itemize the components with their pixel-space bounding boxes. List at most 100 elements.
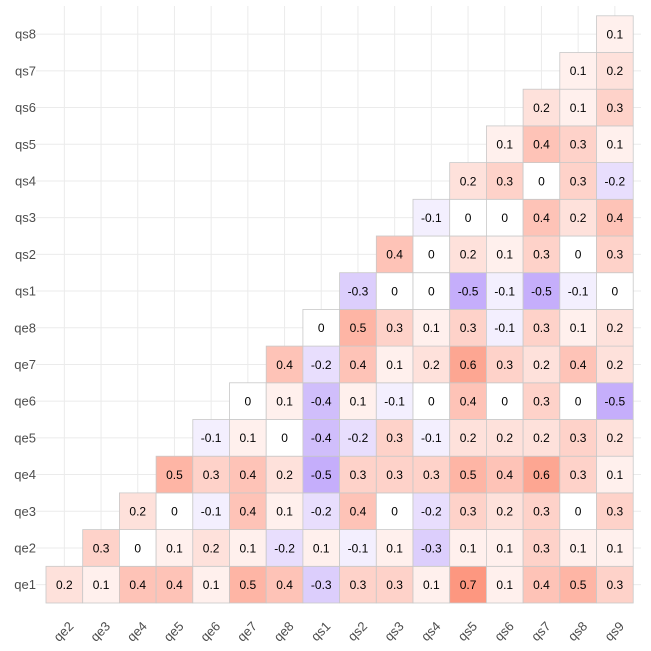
cell-value-label-qs2-qs9: 0.3 bbox=[607, 248, 624, 262]
heatmap-cell-qe3-qe7 bbox=[229, 492, 267, 530]
cell-value-label-qe1-qs4: 0.1 bbox=[423, 578, 440, 592]
heatmap-cell-qe5-qs7 bbox=[522, 419, 561, 457]
heatmap-cell-qe7-qs8 bbox=[559, 345, 597, 384]
heatmap-cell-qs6-qs7 bbox=[522, 88, 561, 127]
cell-value-label-qe1-qe2: 0.2 bbox=[56, 578, 73, 592]
heatmap-cell-qe3-qe6 bbox=[192, 492, 230, 530]
heatmap-cell-qs5-qs8 bbox=[559, 125, 597, 164]
heatmap-cell-qe1-qs8 bbox=[559, 565, 597, 604]
cell-value-label-qs1-qs3: 0 bbox=[391, 284, 398, 298]
cell-value-label-qe4-qe5: 0.5 bbox=[166, 468, 183, 482]
cell-value-label-qe6-qe8: 0.1 bbox=[276, 394, 293, 408]
cell-value-label-qe3-qs4: -0.2 bbox=[421, 505, 442, 519]
cell-value-label-qs6-qs7: 0.2 bbox=[533, 101, 550, 115]
y-tick-label-qe1: qe1 bbox=[14, 577, 36, 592]
cell-value-label-qe3-qs9: 0.3 bbox=[607, 505, 624, 519]
heatmap-cell-qe4-qs3 bbox=[375, 455, 414, 494]
cell-value-label-qe2-qe6: 0.2 bbox=[203, 541, 220, 555]
x-tick-label-qe6: qe6 bbox=[197, 619, 223, 645]
heatmap-cell-qe4-qe7 bbox=[229, 455, 267, 494]
heatmap-cell-qs2-qs7 bbox=[522, 235, 561, 274]
cell-value-label-qe4-qs2: 0.3 bbox=[350, 468, 367, 482]
cell-value-label-qs5-qs8: 0.3 bbox=[570, 138, 587, 152]
cell-value-label-qs3-qs6: 0 bbox=[501, 211, 508, 225]
heatmap-cell-qe1-qe5 bbox=[155, 565, 194, 604]
cell-value-label-qs8-qs9: 0.1 bbox=[607, 27, 624, 41]
cell-value-label-qs4-qs8: 0.3 bbox=[570, 174, 587, 188]
cell-value-label-qe5-qe6: -0.1 bbox=[201, 431, 222, 445]
cell-value-label-qe5-qe7: 0.1 bbox=[240, 431, 257, 445]
heatmap-cell-qe2-qe6 bbox=[192, 529, 230, 567]
cell-value-label-qs1-qs5: -0.5 bbox=[458, 284, 479, 298]
heatmap-cell-qe3-qs3 bbox=[375, 492, 414, 530]
cell-value-label-qe6-qs4: 0 bbox=[428, 394, 435, 408]
cell-value-label-qs5-qs6: 0.1 bbox=[496, 138, 513, 152]
cell-value-label-qs5-qs9: 0.1 bbox=[607, 138, 624, 152]
cell-value-label-qe5-qs4: -0.1 bbox=[421, 431, 442, 445]
cell-value-label-qe1-qs6: 0.1 bbox=[496, 578, 513, 592]
cell-value-label-qe3-qs2: 0.4 bbox=[350, 505, 367, 519]
cell-value-label-qe4-qs6: 0.4 bbox=[496, 468, 513, 482]
cell-value-label-qs7-qs8: 0.1 bbox=[570, 64, 587, 78]
heatmap-cell-qe2-qs1 bbox=[302, 529, 340, 567]
heatmap-cell-qs1-qs8 bbox=[559, 272, 597, 310]
cell-value-label-qs2-qs6: 0.1 bbox=[496, 248, 513, 262]
heatmap-cell-qe1-qe3 bbox=[82, 565, 120, 604]
cell-value-label-qe1-qs7: 0.4 bbox=[533, 578, 550, 592]
heatmap-cell-qe2-qs9 bbox=[596, 529, 634, 567]
heatmap-cell-qe2-qs7 bbox=[522, 529, 561, 567]
y-tick-label-qs2: qs2 bbox=[15, 247, 36, 262]
cell-value-label-qe1-qs1: -0.3 bbox=[311, 578, 332, 592]
cell-value-label-qe4-qe8: 0.2 bbox=[276, 468, 293, 482]
cell-value-label-qe2-qs4: -0.3 bbox=[421, 541, 442, 555]
heatmap-cell-qe6-qs9 bbox=[596, 382, 634, 420]
cell-value-label-qe6-qs6: 0 bbox=[501, 394, 508, 408]
cell-value-label-qe7-qs5: 0.6 bbox=[460, 358, 477, 372]
heatmap-cell-qe8-qs1 bbox=[302, 308, 340, 347]
cell-value-label-qs2-qs3: 0.4 bbox=[386, 248, 403, 262]
cell-value-label-qs2-qs5: 0.2 bbox=[460, 248, 477, 262]
heatmap-cell-qe3-qs1 bbox=[302, 492, 340, 530]
x-tick-label-qs4: qs4 bbox=[418, 619, 443, 644]
heatmap-cell-qe3-qs7 bbox=[522, 492, 561, 530]
y-tick-label-qe4: qe4 bbox=[14, 467, 36, 482]
cell-value-label-qs1-qs6: -0.1 bbox=[494, 284, 515, 298]
cell-value-label-qe1-qe3: 0.1 bbox=[93, 578, 110, 592]
cell-value-label-qe6-qs7: 0.3 bbox=[533, 394, 550, 408]
cell-value-label-qs4-qs7: 0 bbox=[538, 174, 545, 188]
heatmap-cell-qs2-qs3 bbox=[375, 235, 414, 274]
cell-value-label-qe2-qs5: 0.1 bbox=[460, 541, 477, 555]
heatmap-cell-qe3-qs8 bbox=[559, 492, 597, 530]
y-tick-label-qe3: qe3 bbox=[14, 504, 36, 519]
cell-value-label-qe2-qe3: 0.3 bbox=[93, 541, 110, 555]
cell-value-label-qe4-qs3: 0.3 bbox=[386, 468, 403, 482]
heatmap-cell-qs1-qs5 bbox=[449, 272, 487, 310]
heatmap-cell-qe1-qs4 bbox=[412, 565, 451, 604]
heatmap-cell-qs1-qs6 bbox=[485, 272, 524, 310]
cell-value-label-qe1-qs5: 0.7 bbox=[460, 578, 477, 592]
cell-value-label-qe6-qs8: 0 bbox=[575, 394, 582, 408]
x-tick-label-qe3: qe3 bbox=[87, 619, 113, 645]
cell-value-label-qe4-qs7: 0.6 bbox=[533, 468, 550, 482]
heatmap-cell-qe4-qe8 bbox=[265, 455, 304, 494]
cell-value-label-qe4-qs4: 0.3 bbox=[423, 468, 440, 482]
heatmap-cell-qe3-qs5 bbox=[449, 492, 487, 530]
y-tick-label-qs4: qs4 bbox=[15, 173, 36, 188]
cell-value-label-qe1-qe6: 0.1 bbox=[203, 578, 220, 592]
cell-value-label-qe3-qe4: 0.2 bbox=[129, 505, 146, 519]
cell-value-label-qs1-qs8: -0.1 bbox=[568, 284, 589, 298]
heatmap-cell-qe6-qs2 bbox=[339, 382, 377, 420]
cell-value-label-qe8-qs3: 0.3 bbox=[386, 321, 403, 335]
y-tick-label-qs8: qs8 bbox=[15, 27, 36, 42]
heatmap-cell-qe5-qs3 bbox=[375, 419, 414, 457]
heatmap-cell-qs3-qs6 bbox=[485, 198, 524, 237]
cell-value-label-qs3-qs4: -0.1 bbox=[421, 211, 442, 225]
cell-value-label-qe5-qs3: 0.3 bbox=[386, 431, 403, 445]
heatmap-cell-qe7-qs4 bbox=[412, 345, 451, 384]
cell-value-label-qe2-qs7: 0.3 bbox=[533, 541, 550, 555]
x-tick-label-qs3: qs3 bbox=[381, 619, 406, 644]
cell-value-label-qe2-qs3: 0.1 bbox=[386, 541, 403, 555]
heatmap-cell-qs5-qs9 bbox=[596, 125, 634, 164]
x-tick-label-qe8: qe8 bbox=[271, 619, 297, 645]
heatmap-cell-qs2-qs6 bbox=[485, 235, 524, 274]
